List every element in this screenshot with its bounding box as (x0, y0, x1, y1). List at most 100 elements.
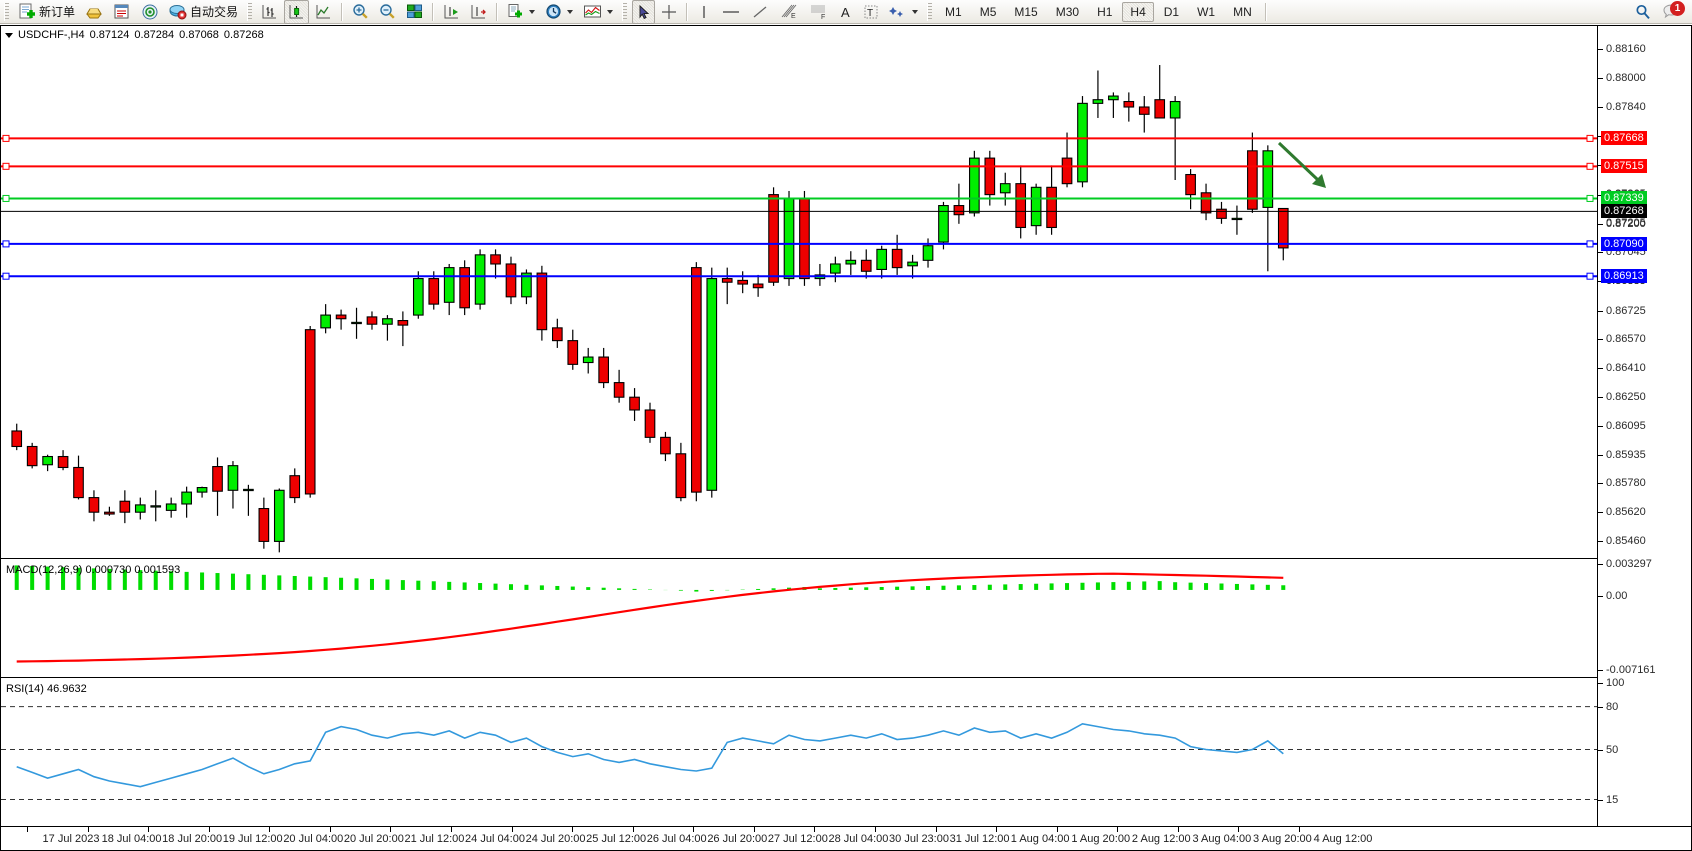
chart-window[interactable]: USDCHF-,H4 0.87124 0.87284 0.87068 0.872… (0, 25, 1692, 851)
time-axis-label: 3 Aug 04:00 (1192, 833, 1252, 845)
toolbar-grip[interactable] (4, 2, 9, 21)
price-axis-tick (1598, 252, 1603, 254)
indicators-icon (584, 5, 602, 18)
time-axis-label: 4 Aug 12:00 (1313, 833, 1373, 845)
crosshair-tool-button[interactable] (657, 0, 681, 24)
new-order-button[interactable]: 新订单 (14, 0, 79, 24)
chart-shift-button[interactable] (466, 0, 491, 24)
trendline-tool-button[interactable] (747, 0, 773, 24)
price-axis-label: 0.88000 (1606, 71, 1646, 84)
period-button[interactable] (541, 0, 577, 24)
toolbar-grip-4[interactable] (927, 2, 933, 21)
chevron-down-icon-2[interactable] (567, 9, 574, 14)
toolbar-grip-3[interactable] (622, 2, 628, 21)
price-tag-resistance[interactable]: 0.87668 (1601, 131, 1647, 146)
gold-bar-button[interactable] (81, 0, 107, 24)
time-axis-label: 21 Jul 12:00 (404, 833, 465, 845)
line-chart-button[interactable] (311, 0, 336, 24)
rsi-axis-100-tick (1598, 683, 1603, 684)
time-axis-tick (1299, 827, 1300, 832)
horizontal-line-icon (723, 10, 740, 13)
equidistant-channel-tool-button[interactable]: E (775, 0, 803, 24)
chevron-down-icon[interactable] (529, 9, 536, 14)
notification-bubble-button[interactable]: 1 (1662, 0, 1685, 21)
toolbar-right-group: 1 (1634, 0, 1692, 21)
new-order-label: 新订单 (39, 5, 76, 19)
toolbar-separator-4 (686, 2, 689, 21)
time-axis-tick (1177, 827, 1179, 832)
svg-text:T: T (867, 8, 873, 19)
price-axis-label: 0.87200 (1606, 217, 1646, 230)
price-tag-support[interactable]: 0.87339 (1601, 191, 1647, 206)
timeframe-d1[interactable]: D1 (1163, 4, 1180, 19)
price-axis-label: 0.86095 (1606, 419, 1646, 432)
quote-open: 0.87124 (89, 29, 130, 41)
timeframe-w1[interactable]: W1 (1197, 4, 1216, 19)
fibonacci-tool-button[interactable]: F (805, 0, 833, 24)
add-template-button[interactable] (503, 0, 539, 24)
macd-series (14, 565, 1286, 663)
timeframe-h1[interactable]: H1 (1097, 4, 1113, 19)
chevron-down-icon-3[interactable] (607, 9, 614, 14)
price-tag-last-price[interactable]: 0.87268 (1601, 204, 1647, 219)
timeframe-m5[interactable]: M5 (979, 4, 997, 19)
vertical-line-tool-button[interactable] (693, 0, 715, 24)
price-level-handle (1586, 194, 1594, 202)
timeframe-mn[interactable]: MN (1233, 4, 1252, 19)
timeframe-m30[interactable]: M30 (1055, 4, 1080, 19)
auto-scroll-button[interactable] (439, 0, 464, 24)
search-icon[interactable] (1634, 3, 1652, 21)
timeframe-m1[interactable]: M1 (945, 4, 962, 19)
bar-chart-button[interactable] (257, 0, 282, 24)
price-level-handle-left (2, 272, 10, 280)
candlestick-chart-button[interactable] (284, 0, 310, 24)
price-axis[interactable]: 0.881600.880000.878400.876800.875200.873… (1597, 26, 1691, 826)
price-axis-tick (1598, 165, 1603, 167)
svg-text:E: E (791, 13, 796, 20)
time-axis-tick (208, 827, 210, 832)
time-axis-label: 28 Jul 04:00 (828, 833, 889, 845)
line-chart-icon (316, 5, 331, 19)
text-label-tool-button[interactable]: A (835, 0, 857, 24)
price-tag-support[interactable]: 0.87090 (1601, 236, 1647, 251)
time-axis-label: 20 Jul 04:00 (283, 833, 344, 845)
pane-divider-macd (1, 558, 1597, 559)
time-axis-label: 18 Jul 20:00 (162, 833, 223, 845)
time-axis-tick (451, 827, 452, 832)
time-axis-label: 24 Jul 20:00 (525, 833, 586, 845)
time-axis-label: 30 Jul 23:00 (889, 833, 949, 845)
time-axis[interactable]: 17 Jul 2023 18 Jul 04:00 18 Jul 20:00 19 Ju… (1, 826, 1691, 850)
time-axis-tick (148, 827, 150, 832)
price-axis-label-extra: 0.87205 (1606, 216, 1646, 229)
chart-plot-area[interactable]: USDCHF-,H4 0.87124 0.87284 0.87068 0.872… (1, 26, 1597, 826)
horizontal-line-tool-button[interactable] (717, 0, 745, 24)
text-box-tool-button[interactable]: T (859, 0, 883, 24)
cursor-tool-button[interactable] (632, 0, 656, 24)
bar-chart-icon (262, 5, 277, 19)
zoom-out-button[interactable] (375, 0, 400, 24)
price-axis-tick (1598, 368, 1603, 369)
price-tag-resistance[interactable]: 0.87515 (1601, 159, 1647, 174)
indicators-button[interactable] (579, 0, 617, 24)
chart-menu-triangle-icon[interactable] (5, 32, 13, 38)
timeframe-m15[interactable]: M15 (1014, 4, 1038, 19)
auto-trading-button[interactable]: 自动交易 (165, 0, 242, 24)
zoom-in-button[interactable] (348, 0, 373, 24)
navigator-button[interactable] (137, 0, 163, 24)
symbol-quote-bar: USDCHF-,H4 0.87124 0.87284 0.87068 0.872… (5, 29, 264, 41)
zoom-out-icon (380, 4, 395, 19)
price-tag-support[interactable]: 0.86913 (1601, 269, 1647, 284)
toolbar-grip-2[interactable] (247, 2, 253, 21)
timeframe-h4[interactable]: H4 (1122, 1, 1154, 22)
time-axis-tick (1056, 827, 1058, 832)
zoom-in-icon (353, 4, 368, 19)
new-order-icon (19, 3, 35, 18)
price-axis-tick (1598, 223, 1603, 225)
data-window-button[interactable] (109, 0, 135, 24)
time-axis-label: 31 Jul 12:00 (949, 833, 1010, 845)
macd-axis-min-tick (1598, 670, 1603, 671)
shapes-tool-button[interactable] (885, 0, 922, 24)
price-axis-label: 0.85780 (1606, 476, 1646, 489)
tile-windows-button[interactable] (402, 0, 427, 24)
chevron-down-icon-4[interactable] (912, 9, 919, 14)
